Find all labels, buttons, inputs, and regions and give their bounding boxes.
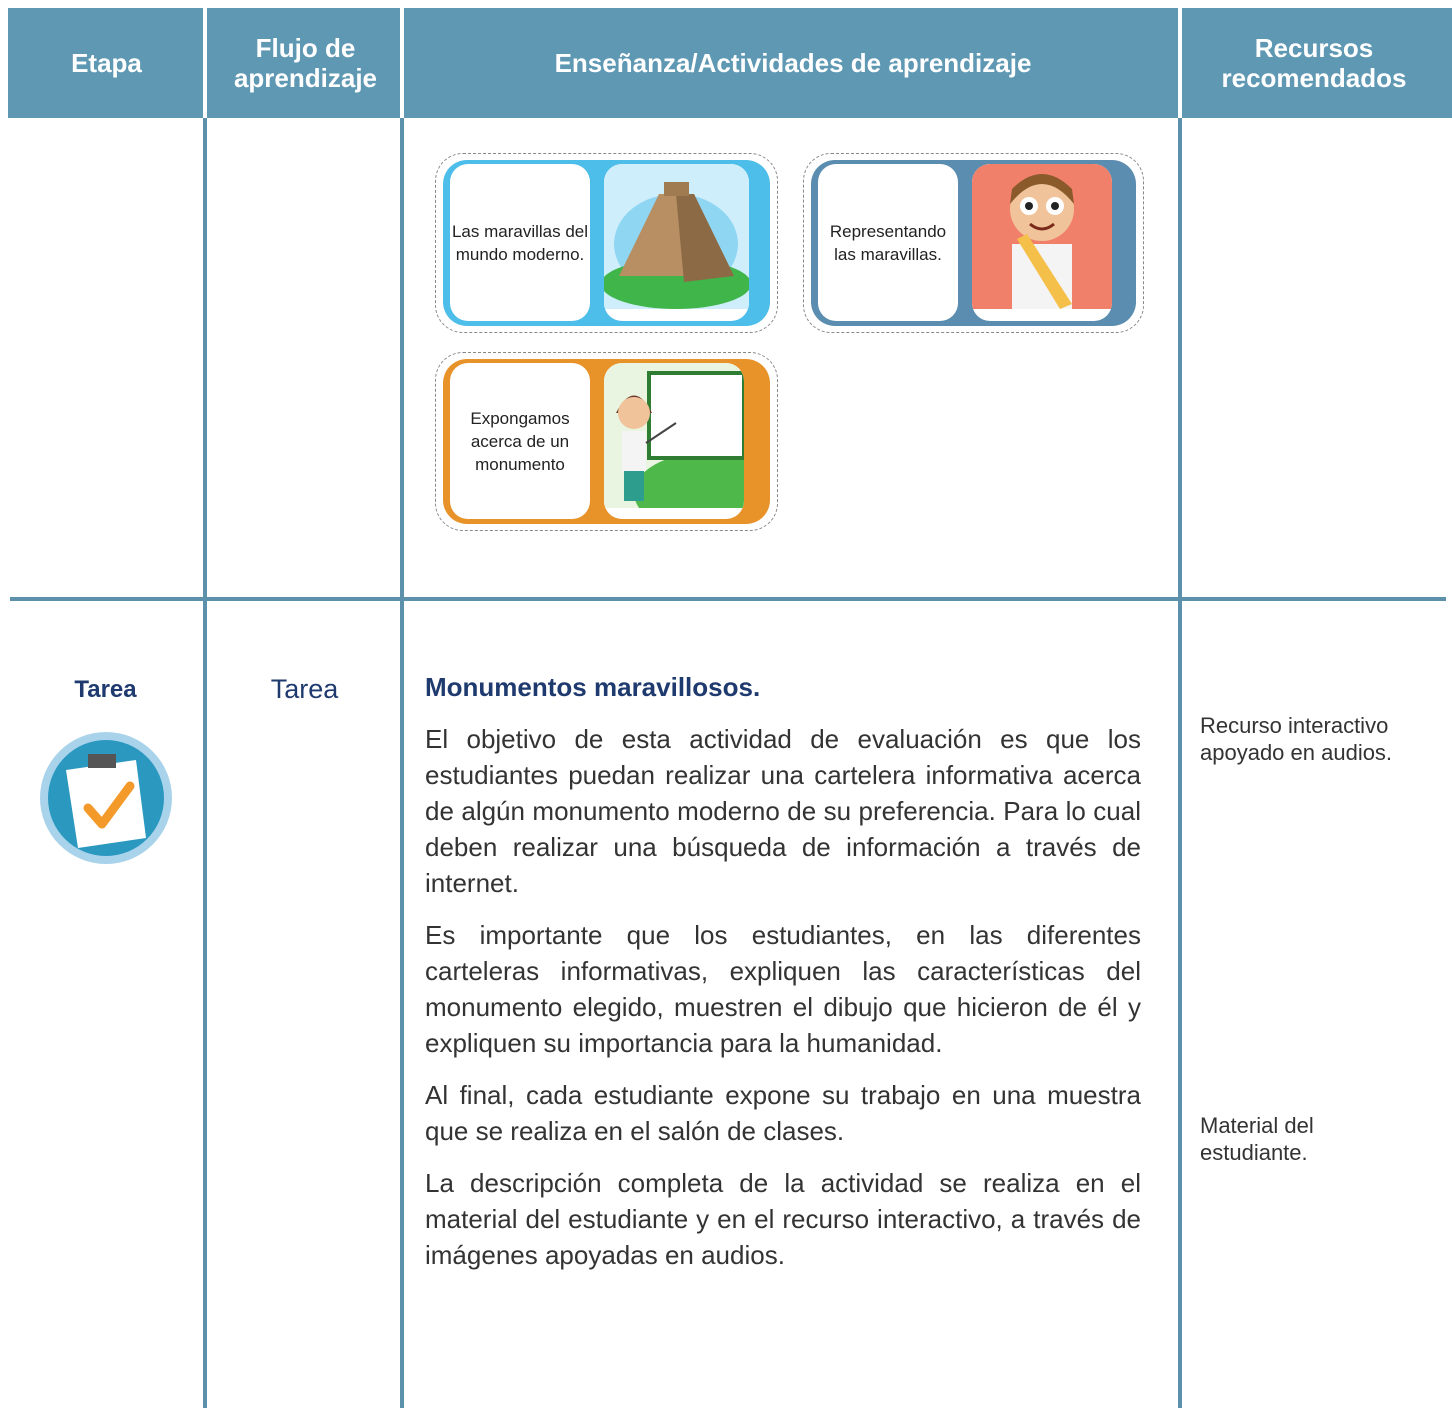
pyramid-illustration <box>604 164 749 309</box>
column-line <box>1178 8 1182 1408</box>
header-cell: Recursos recomendados <box>1184 8 1444 118</box>
card-label: Expongamos acerca de un monumento <box>450 363 590 519</box>
row-line <box>10 597 1446 601</box>
flow-label: Tarea <box>270 674 339 704</box>
header-band <box>8 8 1452 118</box>
column-line <box>203 8 207 1408</box>
activity-card: Las maravillas del mundo moderno. <box>435 153 778 333</box>
task-icon <box>40 732 172 864</box>
card-label: Representando las maravillas. <box>818 164 958 321</box>
header-cell: Enseñanza/Actividades de aprendizaje <box>406 8 1180 118</box>
card-image <box>604 363 744 519</box>
kid-illustration <box>972 164 1112 309</box>
resource: Recurso interactivo apoyado en audios. <box>1200 713 1393 765</box>
task-title: Monumentos maravillosos. <box>425 672 761 702</box>
header-text: Etapa <box>71 48 142 78</box>
card-label: Las maravillas del mundo moderno. <box>450 164 590 321</box>
header-divider <box>203 8 207 118</box>
header-cell: Flujo de aprendizaje <box>209 8 402 118</box>
header-text: Recursos recomendados <box>1221 33 1407 93</box>
card-image <box>604 164 749 321</box>
teacher-illustration <box>604 363 744 519</box>
header-cell: Etapa <box>8 8 205 118</box>
header-text: Enseñanza/Actividades de aprendizaje <box>554 48 1032 78</box>
header-divider <box>1178 8 1182 118</box>
task-description: Monumentos maravillosos. El objetivo de … <box>425 672 1141 1289</box>
header-divider <box>400 8 404 118</box>
card-image <box>972 164 1112 321</box>
activity-card: Expongamos acerca de un monumento <box>435 352 778 531</box>
activity-card: Representando las maravillas. <box>803 153 1144 333</box>
stage-label: Tarea <box>74 676 137 703</box>
paragraph: Es importante que los estudiantes, en la… <box>425 920 1141 1058</box>
header-text: Flujo de aprendizaje <box>233 33 378 93</box>
column-line <box>400 8 404 1408</box>
resource: Material del estudiante. <box>1200 1113 1314 1165</box>
paragraph: El objetivo de esta actividad de evaluac… <box>425 724 1141 898</box>
paragraph: La descripción completa de la actividad … <box>425 1168 1141 1270</box>
paragraph: Al final, cada estudiante expone su trab… <box>425 1080 1141 1146</box>
